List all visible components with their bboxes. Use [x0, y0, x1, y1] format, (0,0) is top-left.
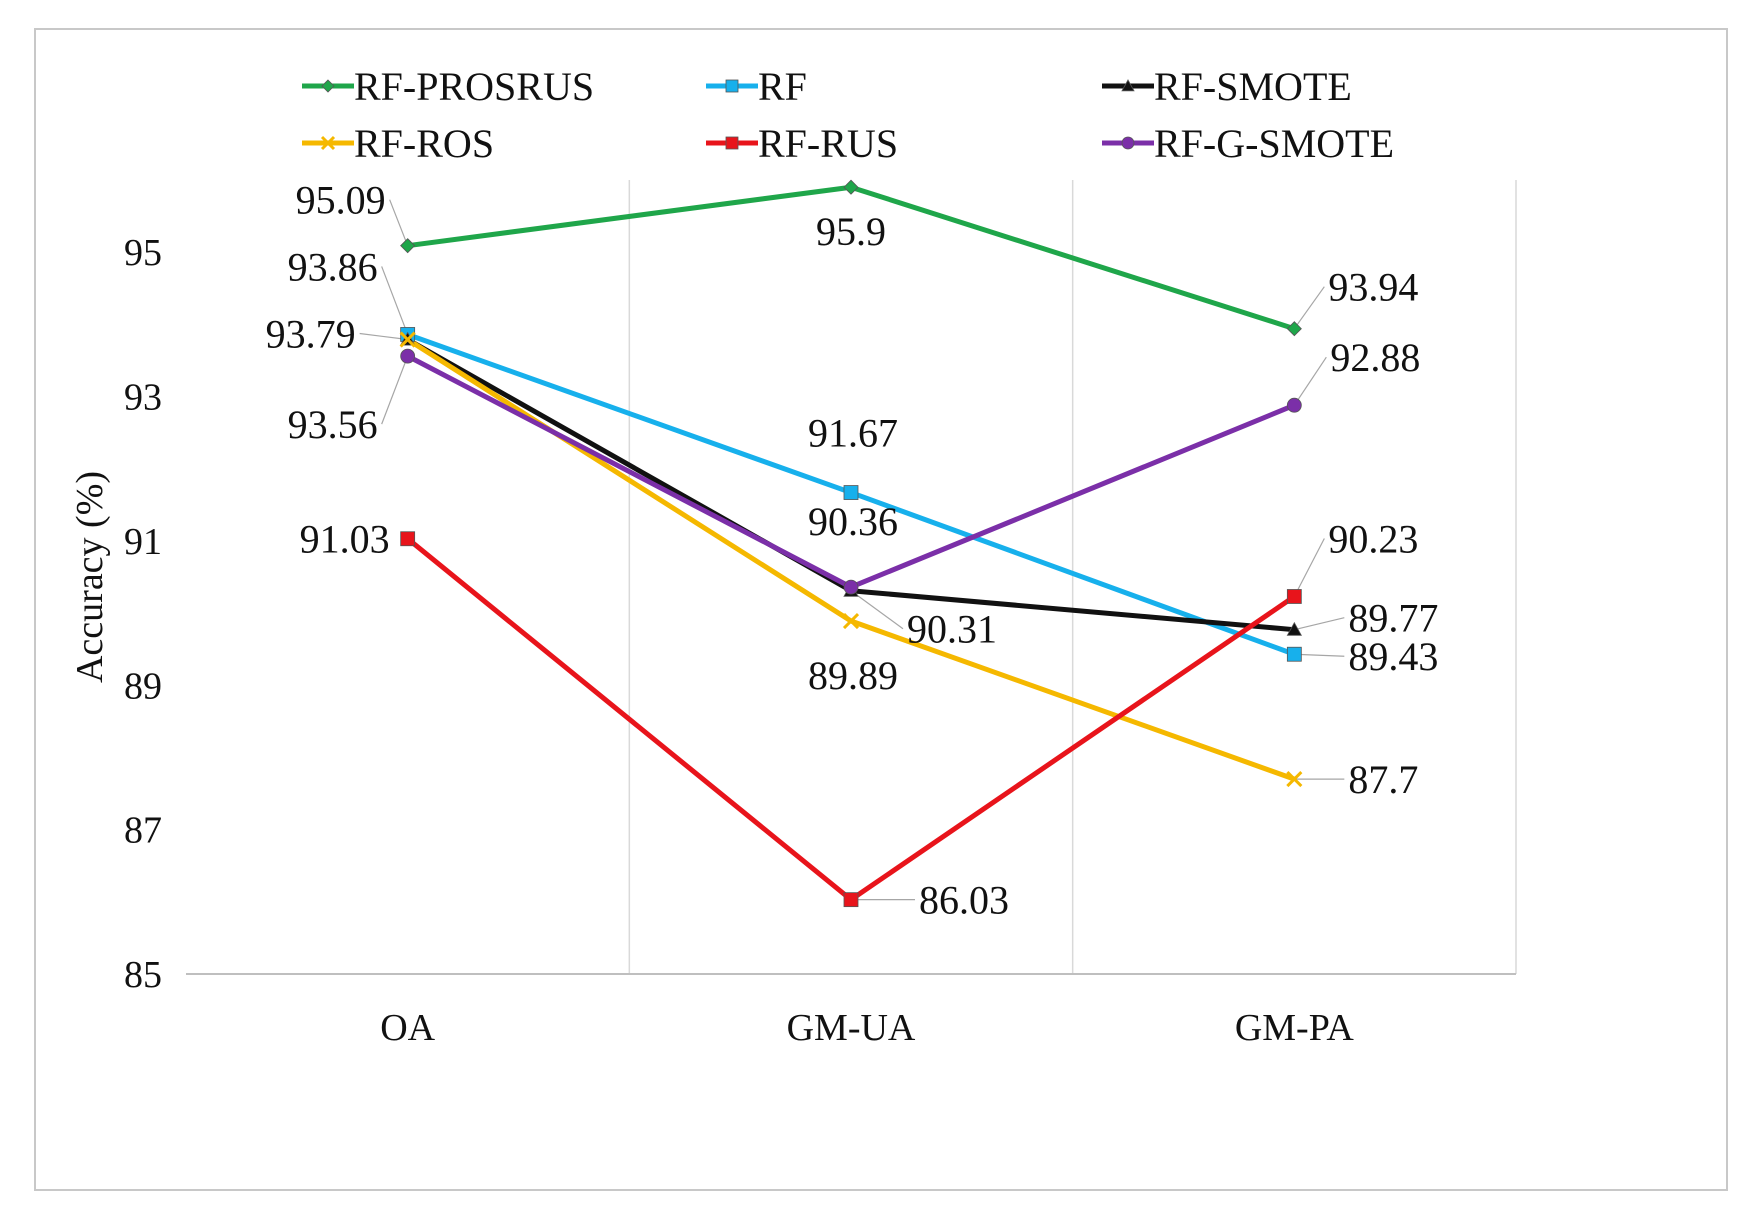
legend-marker [1121, 79, 1135, 92]
y-axis-label: Accuracy (%) [69, 471, 111, 683]
data-label: 91.03 [300, 517, 390, 562]
leader-line [1293, 356, 1327, 406]
y-tick-label: 85 [124, 954, 162, 996]
data-label: 91.67 [808, 411, 898, 456]
data-point-rf-g-smote [400, 348, 416, 364]
data-label: 93.94 [1328, 265, 1418, 310]
grid-layer [628, 180, 1517, 974]
legend-item-rf: RF [706, 64, 807, 109]
legend-item-rf-ros: RF-ROS [302, 121, 494, 166]
data-point-rf-prosrus [1286, 321, 1302, 337]
y-tick-label: 91 [124, 521, 162, 563]
data-point-rf-ros [399, 331, 416, 348]
legend-marker [320, 135, 336, 151]
data-label: 89.77 [1348, 596, 1438, 641]
y-tick-label: 93 [124, 377, 162, 419]
data-label: 93.56 [288, 402, 378, 447]
leader-line [359, 332, 408, 341]
data-label: 95.9 [816, 209, 886, 254]
data-point-rf [1286, 646, 1302, 662]
leader-line [850, 590, 904, 630]
legend-label: RF-G-SMOTE [1154, 121, 1394, 166]
legend-item-rf-prosrus: RF-PROSRUS [302, 64, 594, 109]
leader-line [1294, 653, 1345, 657]
leader-lines-layer [359, 199, 1345, 901]
series-line-rf-ros [406, 337, 1296, 782]
data-label: 90.23 [1328, 516, 1418, 561]
legend-marker [725, 136, 739, 150]
leader-line [1293, 538, 1325, 597]
legend-label: RF-ROS [354, 121, 494, 166]
y-tick-label: 89 [124, 665, 162, 707]
data-label: 95.09 [296, 178, 386, 223]
data-label: 90.31 [907, 607, 997, 652]
data-label: 93.86 [288, 244, 378, 289]
leader-line [389, 199, 409, 246]
leader-line [381, 355, 409, 425]
line-chart: 85 87 89 91 93 95 OA GM-UA GM-PA 95.09 95.9 93.94 9… [69, 64, 1517, 1049]
marker-stroke [1286, 771, 1303, 788]
marker-stroke [320, 135, 336, 151]
data-point-rf-g-smote [843, 579, 859, 595]
data-label: 89.43 [1348, 634, 1438, 679]
data-point-rf-g-smote [1286, 397, 1302, 413]
data-point-rf-rus [1286, 589, 1302, 604]
data-label: 93.79 [266, 312, 356, 357]
legend-item-rf-rus: RF-RUS [706, 121, 898, 166]
marker-stroke [842, 612, 860, 630]
legend-marker [1121, 136, 1135, 150]
data-point-rf-prosrus [843, 179, 859, 195]
data-label: 87.7 [1348, 757, 1418, 802]
legend-label: RF [758, 64, 807, 109]
x-tick-label: GM-PA [1235, 1007, 1355, 1049]
chart-frame: 85 87 89 91 93 95 OA GM-UA GM-PA 95.09 95.9 93.94 9… [34, 28, 1728, 1191]
markers-layer [399, 179, 1303, 908]
legend-item-rf-smote: RF-SMOTE [1102, 64, 1352, 109]
legend-label: RF-PROSRUS [354, 64, 594, 109]
x-tick-label: OA [380, 1007, 435, 1049]
data-point-rf-ros [1286, 771, 1303, 788]
legend-label: RF-SMOTE [1154, 64, 1352, 109]
y-tick-label: 87 [124, 810, 162, 852]
axes-layer: 85 87 89 91 93 95 OA GM-UA GM-PA [124, 232, 1516, 1049]
data-label: 92.88 [1330, 335, 1420, 380]
leader-line [1293, 286, 1325, 330]
data-label: 86.03 [919, 878, 1009, 923]
leader-line [381, 266, 409, 335]
legend-marker [725, 79, 739, 93]
data-point-rf-rus [400, 531, 416, 547]
data-label: 89.89 [808, 653, 898, 698]
leader-line [1294, 617, 1345, 631]
data-point-rf-ros [842, 612, 860, 630]
legend: RF-PROSRUS RF RF-SMOTE RF-ROS RF-RUS RF-G-SMO… [302, 64, 1394, 166]
data-point-rf-prosrus [400, 238, 416, 254]
data-point-rf [843, 485, 859, 500]
data-label: 90.36 [808, 499, 898, 544]
data-point-rf-rus [843, 892, 859, 908]
legend-marker [321, 79, 335, 93]
data-point-rf-smote [1286, 621, 1303, 636]
marker-stroke [399, 331, 416, 348]
x-tick-label: GM-UA [787, 1007, 916, 1049]
series-line-rf-g-smote [406, 353, 1296, 590]
y-tick-label: 95 [124, 232, 162, 274]
legend-item-rf-g-smote: RF-G-SMOTE [1102, 121, 1394, 166]
legend-label: RF-RUS [758, 121, 898, 166]
